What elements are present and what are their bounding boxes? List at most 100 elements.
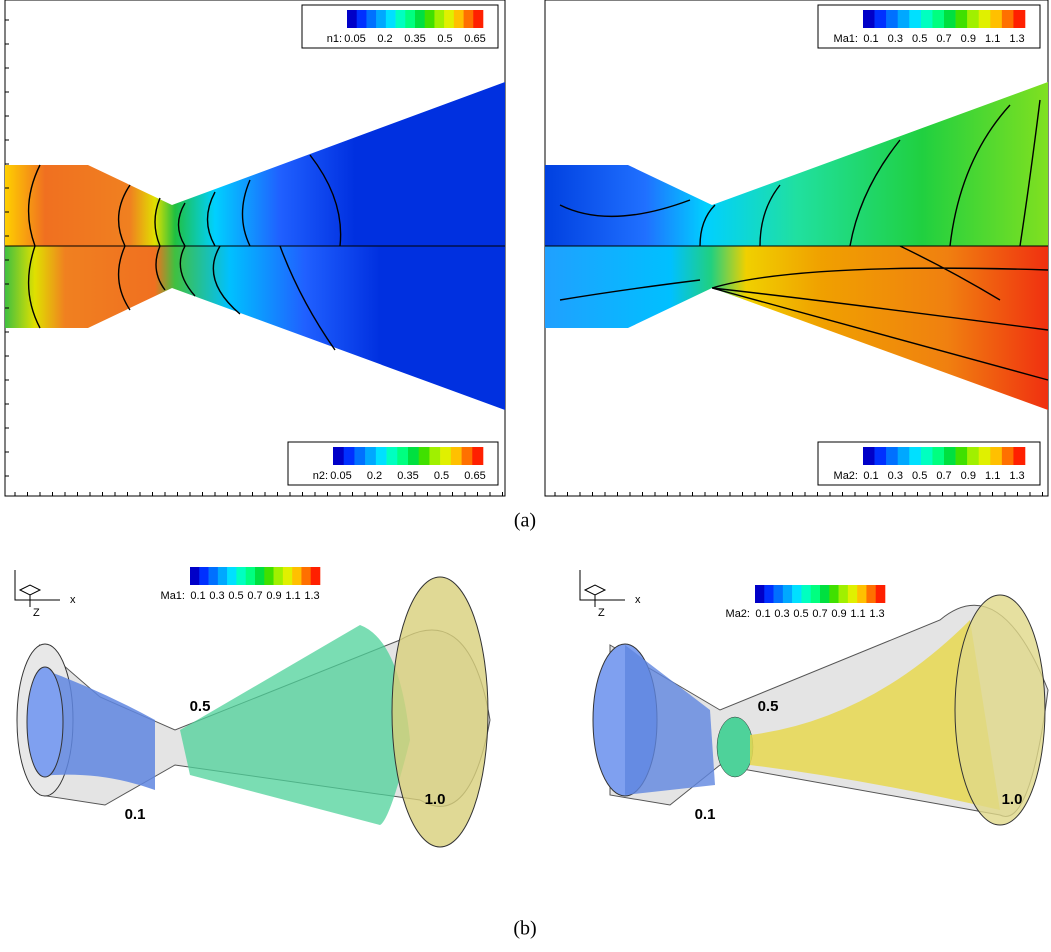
legend-tick: 0.3 [209,590,224,602]
caption: (a) [514,510,536,532]
legend-tick: 0.9 [266,590,281,602]
colorbar-cell [944,447,956,465]
colorbar-cell [979,447,991,465]
legend-tick: 0.1 [863,33,878,45]
colorbar-cell [932,10,944,28]
legend-tick: 0.5 [434,470,449,482]
legend-tick: 0.65 [464,33,485,45]
legend-tick: 0.2 [377,33,392,45]
iso-label: 1.0 [425,791,446,808]
iso-label: 0.1 [125,806,146,823]
axis-triad [15,570,60,607]
colorbar-cell [866,585,876,603]
colorbar-cell [967,447,979,465]
colorbar-cell [425,10,435,28]
colorbar-cell [365,447,376,465]
legend-tick: 0.9 [831,608,846,620]
colorbar-cell [386,10,396,28]
colorbar-cell [1013,10,1025,28]
legend-tick: 0.7 [247,590,262,602]
colorbar-cell [454,10,464,28]
legend-tick: 0.9 [961,33,976,45]
colorbar-cell [932,447,944,465]
iso-1-0-cap [955,595,1045,825]
legend-tick: 1.1 [285,590,300,602]
colorbar-cell [274,567,284,585]
colorbar-cell [227,567,237,585]
colorbar-cell [909,10,921,28]
colorbar-cell [415,10,425,28]
legend-tick: 0.65 [464,470,485,482]
legend-tick: 1.1 [985,33,1000,45]
colorbar-cell [472,447,483,465]
colorbar-cell [405,10,415,28]
legend-tick: 0.5 [912,470,927,482]
colorbar-cell [886,10,898,28]
legend-tick: 1.3 [869,608,884,620]
legend-tick: 1.3 [304,590,319,602]
colorbar-cell [419,447,430,465]
axis-label: x [635,594,641,606]
legend-tick: 1.3 [1009,33,1024,45]
colorbar-cell [246,567,256,585]
colorbar-cell [801,585,811,603]
figure: n1:0.050.20.350.50.65n2:0.050.20.350.50.… [0,0,1051,952]
iso-label: 0.5 [758,698,779,715]
colorbar-cell [979,10,991,28]
colorbar-cell [473,10,483,28]
colorbar-cell [387,447,398,465]
colorbar-cell [283,567,293,585]
colorbar-cell [921,10,933,28]
iso-label: 0.5 [190,698,211,715]
colorbar-cell [440,447,451,465]
legend-tick: 0.05 [330,470,351,482]
colorbar-cell [956,10,968,28]
colorbar-cell [301,567,311,585]
legend-label: Ma1: [834,33,858,45]
colorbar-cell [1013,447,1025,465]
colorbar-cell [311,567,321,585]
colorbar-cell [464,10,474,28]
colorbar-cell [357,10,367,28]
colorbar-cell [1002,447,1014,465]
colorbar-cell [755,585,765,603]
legend-tick: 0.5 [793,608,808,620]
iso-0-5 [180,625,410,825]
legend-tick: 0.35 [397,470,418,482]
colorbar-cell [863,447,875,465]
legend-tick: 0.3 [888,33,903,45]
colorbar-cell [829,585,839,603]
colorbar-cell [774,585,784,603]
colorbar-cell [209,567,219,585]
colorbar-cell [462,447,473,465]
colorbar-cell [921,447,933,465]
colorbar-cell [956,447,968,465]
legend-tick: 0.1 [190,590,205,602]
colorbar-cell [344,447,355,465]
colorbar-cell [396,10,406,28]
legend-tick: 0.3 [888,470,903,482]
legend-label: n2: [313,470,328,482]
colorbar-cell [408,447,419,465]
legend-label: Ma2: [726,608,750,620]
colorbar-cell [190,567,200,585]
legend-tick: 0.2 [367,470,382,482]
colorbar-cell [875,447,887,465]
axis-label: Z [598,607,605,619]
axis-label: x [70,594,76,606]
colorbar-cell [376,10,386,28]
colorbar-cell [990,447,1002,465]
legend-tick: 0.5 [912,33,927,45]
colorbar-cell [434,10,444,28]
legend-tick: 1.3 [1009,470,1024,482]
colorbar-cell [863,10,875,28]
iso-label: 0.1 [695,806,716,823]
colorbar-cell [792,585,802,603]
colorbar-cell [264,567,274,585]
colorbar-cell [909,447,921,465]
colorbar-cell [218,567,228,585]
colorbar-cell [875,10,887,28]
colorbar-cell [255,567,265,585]
iso-label: 1.0 [1002,791,1023,808]
